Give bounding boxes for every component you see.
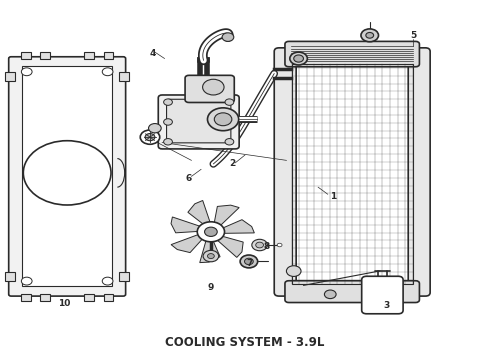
Bar — [21, 294, 30, 301]
Text: COOLING SYSTEM - 3.9L: COOLING SYSTEM - 3.9L — [165, 336, 325, 349]
Circle shape — [277, 243, 282, 247]
FancyBboxPatch shape — [274, 48, 296, 296]
Circle shape — [366, 32, 374, 38]
Circle shape — [202, 79, 224, 95]
Bar — [119, 72, 129, 81]
Circle shape — [214, 113, 232, 126]
Circle shape — [22, 68, 32, 76]
Circle shape — [148, 123, 161, 133]
FancyBboxPatch shape — [285, 41, 419, 67]
Polygon shape — [188, 201, 210, 225]
Circle shape — [361, 29, 378, 42]
FancyBboxPatch shape — [362, 276, 403, 314]
Circle shape — [290, 52, 307, 65]
Circle shape — [24, 141, 111, 205]
Circle shape — [164, 99, 172, 105]
Circle shape — [140, 130, 160, 144]
Bar — [40, 294, 50, 301]
Text: 2: 2 — [230, 159, 236, 168]
Circle shape — [197, 222, 224, 242]
Bar — [5, 72, 15, 81]
FancyBboxPatch shape — [285, 281, 419, 302]
Text: 3: 3 — [383, 301, 390, 310]
FancyBboxPatch shape — [9, 57, 125, 296]
Polygon shape — [214, 205, 239, 226]
Circle shape — [324, 290, 336, 298]
Circle shape — [102, 68, 113, 76]
Polygon shape — [171, 234, 203, 253]
Polygon shape — [217, 236, 243, 257]
Circle shape — [225, 139, 234, 145]
Polygon shape — [171, 217, 201, 233]
Circle shape — [252, 239, 268, 251]
Text: 6: 6 — [186, 174, 192, 183]
Circle shape — [22, 277, 32, 285]
Polygon shape — [200, 240, 220, 262]
FancyBboxPatch shape — [408, 48, 430, 296]
Polygon shape — [222, 220, 254, 233]
Bar — [84, 294, 94, 301]
Circle shape — [245, 258, 253, 265]
FancyBboxPatch shape — [167, 99, 231, 143]
Text: 4: 4 — [149, 49, 156, 58]
Bar — [40, 52, 50, 59]
Text: 9: 9 — [208, 283, 214, 292]
Bar — [104, 52, 114, 59]
FancyBboxPatch shape — [185, 75, 234, 103]
Bar — [292, 64, 413, 284]
Text: 10: 10 — [57, 299, 70, 308]
Text: 7: 7 — [246, 260, 253, 269]
Circle shape — [240, 255, 258, 268]
Bar — [84, 52, 94, 59]
Circle shape — [225, 99, 234, 105]
Bar — [104, 294, 114, 301]
Circle shape — [145, 134, 155, 141]
Circle shape — [256, 242, 264, 248]
Circle shape — [294, 55, 303, 62]
Bar — [21, 52, 30, 59]
Text: 5: 5 — [410, 31, 416, 40]
FancyBboxPatch shape — [158, 95, 239, 149]
Circle shape — [287, 266, 301, 276]
Bar — [5, 272, 15, 281]
Circle shape — [204, 227, 217, 237]
Circle shape — [203, 250, 219, 262]
Circle shape — [222, 33, 234, 41]
Bar — [119, 272, 129, 281]
Circle shape — [164, 139, 172, 145]
Bar — [22, 66, 113, 287]
Circle shape — [207, 108, 239, 131]
Circle shape — [164, 119, 172, 125]
Circle shape — [102, 277, 113, 285]
Text: 8: 8 — [264, 242, 270, 251]
Text: 1: 1 — [330, 192, 336, 201]
Circle shape — [207, 253, 214, 258]
